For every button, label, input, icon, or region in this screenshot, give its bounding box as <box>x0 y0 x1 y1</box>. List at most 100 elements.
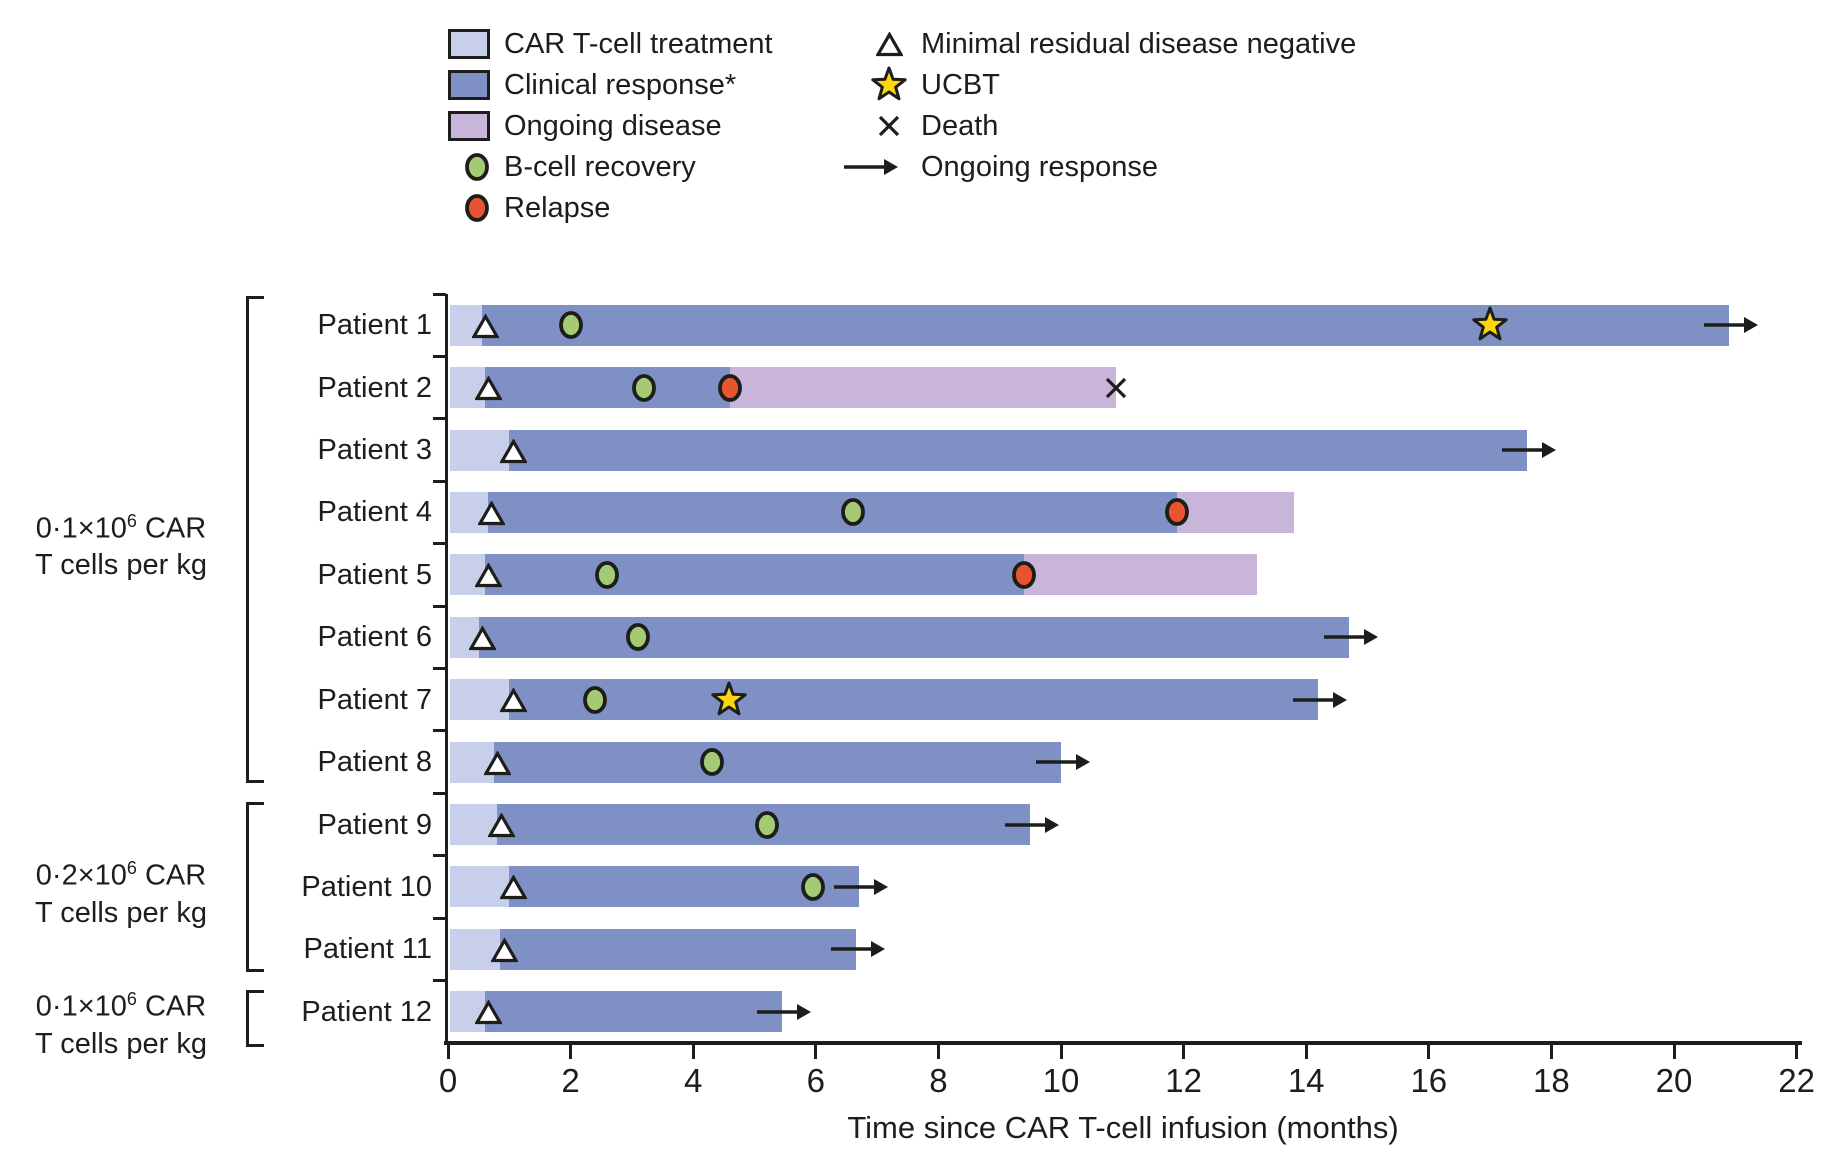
circle-shape <box>626 623 650 652</box>
star-shape <box>870 66 907 101</box>
patient-row-label: Patient 6 <box>317 621 432 654</box>
car-t-treatment-bar <box>450 429 510 471</box>
y-axis-row-tick <box>433 292 446 296</box>
patient-row-label: Patient 11 <box>303 933 432 966</box>
circle-shape <box>840 498 865 527</box>
x-axis-tick <box>569 1043 573 1059</box>
x-axis-tick <box>691 1043 695 1059</box>
ongoing-response-arrow-icon <box>755 1001 813 1023</box>
patient-row-label: Patient 8 <box>317 746 432 779</box>
car-t-treatment-bar <box>450 679 510 721</box>
y-axis-row-tick <box>433 542 446 546</box>
y-axis-row-tick <box>433 979 446 983</box>
y-axis-row-tick <box>433 479 446 483</box>
mrd-negative-triangle-icon <box>477 500 507 526</box>
car-t-treatment-bar <box>450 304 482 346</box>
clinical-response-bar <box>509 429 1527 471</box>
x-axis-tick <box>1672 1043 1676 1059</box>
group-bracket-vertical <box>246 989 249 1047</box>
triangle-shape <box>474 375 504 401</box>
clinical-response-bar <box>484 991 783 1033</box>
clinical-response-bar <box>484 367 730 409</box>
x-axis-tick-label: 0 <box>438 1062 458 1099</box>
car-t-treatment-bar <box>450 741 494 783</box>
ongoing-response-arrow-icon <box>832 876 890 898</box>
patient-row-label: Patient 1 <box>317 309 432 342</box>
ongoing-response-arrow-icon <box>1322 626 1380 648</box>
group-dose-label: 0·2×106 CAR T cells per kg <box>0 850 242 932</box>
ongoing-response-arrow-icon <box>829 938 887 960</box>
x-axis-tick-label: 8 <box>929 1062 948 1099</box>
response-swatch-icon <box>448 70 490 100</box>
x-axis-label: Time since CAR T-cell infusion (months) <box>847 1110 1399 1145</box>
triangle-shape <box>499 687 528 713</box>
legend-item-label: Death <box>921 110 999 142</box>
x-axis-line <box>444 1041 1802 1045</box>
patient-row-label: Patient 4 <box>317 496 432 529</box>
x-axis-tick-label: 22 <box>1778 1062 1815 1099</box>
mrd-negative-triangle-icon <box>486 812 516 838</box>
arrow-head <box>797 1003 812 1020</box>
group-bracket-arm-bottom <box>246 1044 264 1047</box>
x-axis-tick-label: 4 <box>684 1062 703 1099</box>
x-axis-tick <box>1427 1043 1431 1059</box>
group-dose-line2: T cells per kg <box>35 1027 207 1060</box>
triangle-shape <box>874 30 904 56</box>
x-axis-tick <box>446 1043 450 1059</box>
patient-row-label: Patient 3 <box>317 434 432 467</box>
x-axis-tick-label: 12 <box>1165 1062 1202 1099</box>
y-axis-row-tick <box>433 791 446 795</box>
patient-row-label: Patient 9 <box>317 808 432 841</box>
triangle-shape <box>486 812 516 838</box>
group-bracket-arm-top <box>246 802 264 806</box>
triangle-shape <box>477 500 507 526</box>
triangle-shape <box>474 999 504 1025</box>
legend-item-label: Clinical response* <box>504 69 737 101</box>
circle-shape <box>583 685 608 714</box>
cross-icon <box>876 113 902 139</box>
mrd-negative-triangle-icon <box>499 437 528 464</box>
ongoing-disease-bar <box>1177 491 1294 533</box>
clinical-response-bar <box>493 741 1061 783</box>
arrow-head <box>873 878 888 895</box>
triangle-shape <box>471 312 500 338</box>
legend-item-label: Minimal residual disease negative <box>921 28 1357 60</box>
circle-shape <box>718 373 742 402</box>
mrd-negative-triangle-icon <box>489 937 519 963</box>
arrow-head <box>1364 629 1379 646</box>
b-cell-recovery-circle-icon <box>753 809 781 841</box>
group-bracket-arm-bottom <box>246 968 264 972</box>
ongoing-response-arrow-icon <box>1003 814 1061 836</box>
cross-shape <box>878 115 900 137</box>
car-t-treatment-bar <box>450 554 485 596</box>
arrow-head <box>1333 691 1348 708</box>
mrd-negative-triangle-icon <box>468 625 497 651</box>
triangle-shape <box>499 437 528 463</box>
y-axis-row-tick <box>433 417 446 421</box>
x-axis-tick-label: 6 <box>806 1062 825 1099</box>
clinical-response-bar <box>500 928 856 970</box>
patient-row-label: Patient 7 <box>317 683 432 716</box>
b-cell-recovery-circle-icon <box>630 372 658 404</box>
legend-item-label: Ongoing response <box>921 151 1158 183</box>
disease-swatch-icon <box>448 111 490 141</box>
x-axis-tick-label: 16 <box>1410 1062 1448 1099</box>
x-axis-tick-label: 2 <box>561 1062 580 1099</box>
ucbt-star-icon <box>1471 306 1509 344</box>
car-t-treatment-bar <box>450 616 479 658</box>
group-dose-line2: T cells per kg <box>35 549 207 582</box>
mrd-negative-triangle-icon <box>499 687 528 713</box>
clinical-response-bar <box>509 866 859 908</box>
circle-shape <box>465 153 489 181</box>
x-axis-tick <box>1059 1043 1063 1059</box>
clinical-response-bar <box>487 491 1178 533</box>
patient-row-label: Patient 10 <box>301 870 432 903</box>
clinical-response-bar <box>509 679 1319 721</box>
ongoing-disease-bar <box>729 367 1117 409</box>
group-dose-line1: 0·1×106 CAR <box>35 989 207 1023</box>
x-axis-tick-label: 14 <box>1287 1062 1325 1099</box>
arrow-icon <box>842 156 900 178</box>
clinical-response-bar <box>481 304 1730 346</box>
x-axis-tick <box>1182 1043 1186 1059</box>
car-t-swatch-icon <box>448 29 490 59</box>
